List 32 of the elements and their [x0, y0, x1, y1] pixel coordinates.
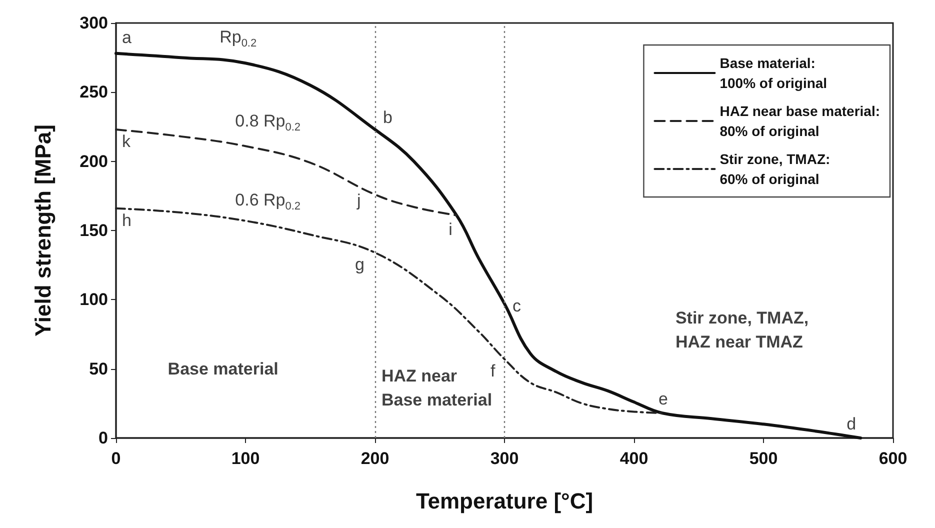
y-tick-label: 250: [80, 82, 108, 102]
annotation: d: [846, 414, 856, 434]
annotation: h: [122, 210, 132, 230]
annotation: j: [356, 191, 361, 210]
legend-label: Base material: 100% of original: [720, 55, 828, 91]
x-tick-label: 600: [878, 449, 908, 468]
annotation: c: [512, 296, 522, 316]
annotation: Stir zone, TMAZ, HAZ near TMAZ: [675, 308, 809, 352]
annotation: b: [383, 108, 392, 128]
annotation: g: [355, 255, 364, 274]
annotation: Base material: [168, 359, 278, 378]
y-tick-label: 200: [80, 152, 108, 171]
annotation: i: [448, 220, 452, 239]
x-tick-label: 400: [620, 449, 648, 468]
annotation: f: [490, 362, 496, 381]
x-tick-label: 100: [231, 449, 260, 468]
x-axis-title: Temperature [°C]: [416, 488, 594, 514]
y-tick-label: 100: [80, 290, 108, 310]
annotation: e: [658, 390, 668, 409]
x-tick-label: 300: [490, 449, 519, 468]
x-tick-label: 0: [111, 449, 121, 468]
x-tick-label: 200: [360, 449, 390, 468]
y-tick-label: 50: [89, 359, 108, 378]
y-tick-label: 300: [80, 14, 108, 32]
legend-label: Stir zone, TMAZ: 60% of original: [720, 151, 830, 187]
annotation: k: [122, 132, 131, 152]
y-tick-label: 150: [80, 221, 108, 240]
annotation: a: [122, 28, 132, 47]
x-tick-label: 500: [749, 449, 778, 468]
y-tick-label: 0: [98, 428, 108, 448]
legend-label: HAZ near base material: 80% of original: [720, 103, 880, 139]
y-axis-title: Yield strength [MPa]: [30, 124, 56, 336]
